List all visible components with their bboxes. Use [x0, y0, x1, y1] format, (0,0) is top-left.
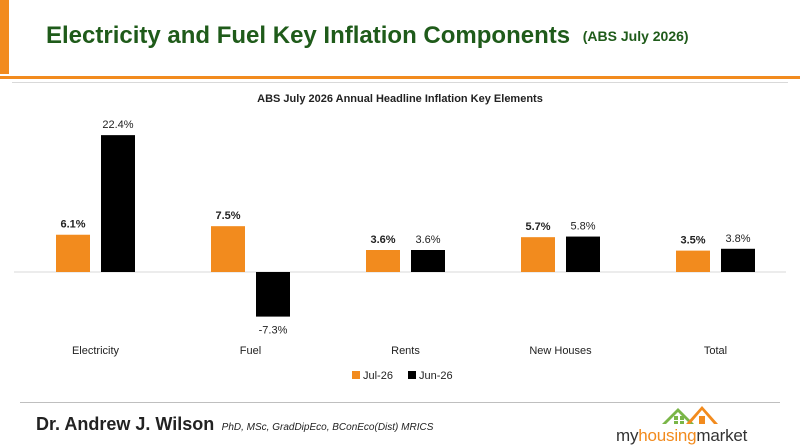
author-line: Dr. Andrew J. Wilson PhD, MSc, GradDipEc… — [36, 414, 433, 435]
data-label: 7.5% — [215, 210, 240, 222]
slide-title-text: Electricity and Fuel Key Inflation Compo… — [46, 22, 571, 49]
data-label: 3.6% — [415, 234, 440, 246]
bar-total-jun-26 — [721, 248, 755, 272]
bar-fuel-jun-26 — [256, 272, 290, 317]
chart-legend: Jul-26 Jun-26 — [352, 370, 453, 382]
logo-text-my: my — [616, 426, 639, 445]
data-label: 3.6% — [370, 234, 395, 246]
data-label: 3.5% — [680, 235, 705, 247]
footer-divider — [20, 402, 780, 403]
header-divider — [0, 76, 800, 79]
bar-fuel-jul-26 — [211, 226, 245, 272]
data-label: 6.1% — [60, 219, 85, 231]
bar-electricity-jul-26 — [56, 234, 90, 272]
chart-title: ABS July 2026 Annual Headline Inflation … — [257, 93, 543, 105]
category-label: New Houses — [529, 345, 592, 357]
author-name: Dr. Andrew J. Wilson — [36, 414, 215, 434]
data-label: 22.4% — [102, 119, 133, 131]
house-roof-icon — [662, 406, 718, 424]
category-label: Rents — [391, 345, 420, 357]
legend-label: Jul-26 — [363, 370, 393, 382]
bar-electricity-jun-26 — [101, 135, 135, 272]
category-label: Fuel — [240, 345, 261, 357]
bar-rents-jul-26 — [366, 250, 400, 272]
bar-new-houses-jun-26 — [566, 236, 600, 272]
category-label: Total — [704, 345, 727, 357]
data-label: 3.8% — [725, 233, 750, 245]
logo-text-market: market — [696, 426, 748, 445]
logo-wordmark: myhousingmarket — [616, 426, 747, 446]
logo-text-housing: housing — [638, 426, 697, 445]
chart-frame — [12, 82, 788, 395]
bar-rents-jun-26 — [411, 250, 445, 272]
legend-swatch — [408, 371, 416, 379]
slide-title: Electricity and Fuel Key Inflation Compo… — [46, 22, 689, 50]
bars-group: 6.1% 22.4% Electricity 7.5% -7.3% Fuel 3.6% 3.6… — [56, 119, 755, 357]
data-label: 5.7% — [525, 221, 550, 233]
accent-bar — [0, 0, 9, 74]
data-label: 5.8% — [570, 221, 595, 233]
bar-new-houses-jul-26 — [521, 237, 555, 272]
slide-subtitle: (ABS July 2026) — [582, 28, 689, 44]
bar-total-jul-26 — [676, 250, 710, 272]
bar-chart: ABS July 2026 Annual Headline Inflation … — [14, 93, 786, 382]
legend-swatch — [352, 371, 360, 379]
brand-logo: myhousingmarket — [616, 402, 766, 446]
author-credentials: PhD, MSc, GradDipEco, BConEco(Dist) MRIC… — [221, 422, 434, 433]
data-label: -7.3% — [259, 325, 288, 337]
slide-header: Electricity and Fuel Key Inflation Compo… — [0, 0, 800, 74]
legend-label: Jun-26 — [419, 370, 453, 382]
category-label: Electricity — [72, 345, 120, 357]
